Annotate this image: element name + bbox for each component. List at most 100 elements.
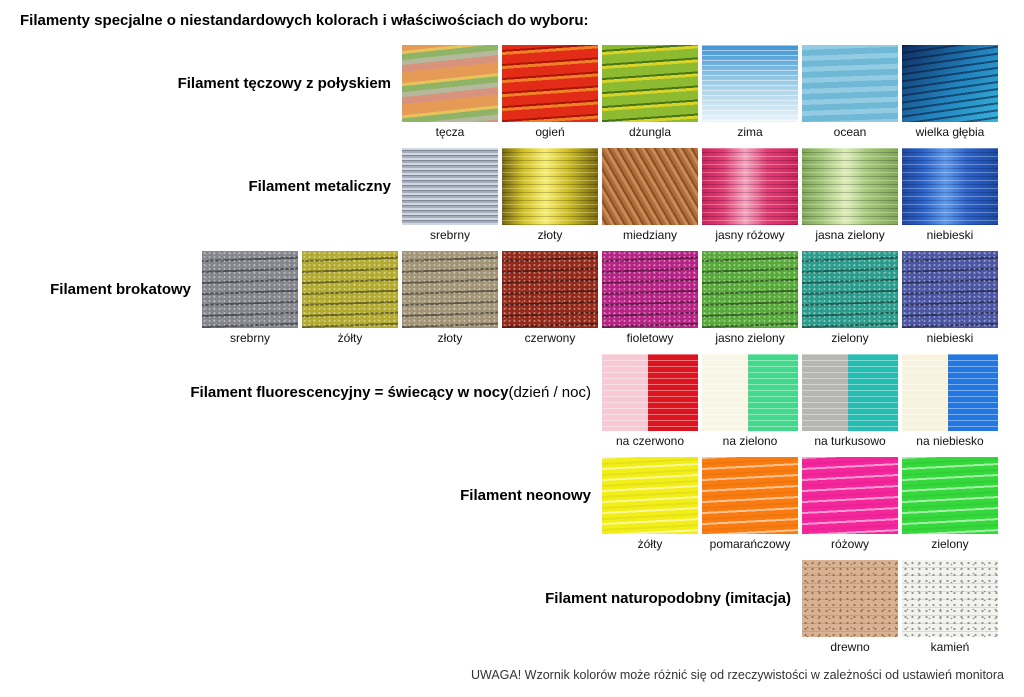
swatch-strip: tęcza ogień dżungla zima ocean wielka gł… [398, 45, 998, 139]
swatch-cell: ocean [802, 45, 898, 139]
filament-category-label: Filament neonowy [460, 457, 591, 534]
swatch-image [902, 148, 998, 225]
filament-category-label: Filament naturopodobny (imitacja) [545, 560, 791, 637]
swatch-label: czerwony [524, 331, 576, 345]
filament-category-label: Filament tęczowy z połyskiem [178, 45, 391, 122]
filament-row: Filament metaliczny srebrny złoty miedzi… [0, 148, 998, 242]
swatch-image [802, 560, 898, 637]
swatch-cell: na niebiesko [902, 354, 998, 448]
swatch-label: tęcza [435, 125, 465, 139]
swatch-cell: wielka głębia [902, 45, 998, 139]
swatch-image [902, 560, 998, 637]
swatch-image [802, 354, 898, 431]
swatch-image [202, 251, 298, 328]
swatch-label: miedziany [622, 228, 678, 242]
swatch-cell: czerwony [502, 251, 598, 345]
filament-rows: Filament tęczowy z połyskiem tęcza ogień… [0, 45, 998, 663]
filament-category-name: Filament neonowy [460, 487, 591, 504]
swatch-label: zielony [931, 537, 969, 551]
swatch-label: różowy [830, 537, 869, 551]
swatch-cell: niebieski [902, 148, 998, 242]
page-title: Filamenty specjalne o niestandardowych k… [20, 12, 589, 29]
swatch-image [502, 251, 598, 328]
swatch-cell: na zielono [702, 354, 798, 448]
swatch-label: na turkusowo [814, 434, 886, 448]
swatch-cell: żółty [302, 251, 398, 345]
filament-category-note: (dzień / noc) [508, 384, 591, 401]
swatch-image [502, 148, 598, 225]
swatch-cell: zielony [802, 251, 898, 345]
swatch-label: fioletowy [626, 331, 674, 345]
swatch-label: dżungla [628, 125, 672, 139]
swatch-label: kamień [930, 640, 970, 654]
swatch-image [702, 148, 798, 225]
swatch-cell: miedziany [602, 148, 698, 242]
swatch-strip: srebrny złoty miedziany jasny różowy jas… [398, 148, 998, 242]
swatch-image [402, 148, 498, 225]
swatch-cell: kamień [902, 560, 998, 654]
filament-row: Filament brokatowy srebrny żółty złoty c… [0, 251, 998, 345]
swatch-image [502, 45, 598, 122]
swatch-cell: jasno zielony [702, 251, 798, 345]
swatch-strip: żółty pomarańczowy różowy zielony [598, 457, 998, 551]
swatch-cell: ogień [502, 45, 598, 139]
swatch-cell: zielony [902, 457, 998, 551]
swatch-image [602, 457, 698, 534]
swatch-image [902, 251, 998, 328]
swatch-label: na zielono [722, 434, 778, 448]
swatch-image [702, 251, 798, 328]
swatch-cell: srebrny [202, 251, 298, 345]
swatch-label: złoty [537, 228, 563, 242]
swatch-cell: drewno [802, 560, 898, 654]
swatch-image [602, 354, 698, 431]
swatch-cell: tęcza [402, 45, 498, 139]
swatch-label: srebrny [429, 228, 470, 242]
swatch-strip: srebrny żółty złoty czerwony fioletowy j… [198, 251, 998, 345]
swatch-label: zielony [831, 331, 869, 345]
filament-category-label: Filament metaliczny [248, 148, 391, 225]
swatch-cell: złoty [502, 148, 598, 242]
swatch-cell: na turkusowo [802, 354, 898, 448]
filament-row: Filament fluorescencyjny = świecący w no… [0, 354, 998, 448]
swatch-label: ogień [535, 125, 565, 139]
swatch-cell: zima [702, 45, 798, 139]
swatch-image [902, 45, 998, 122]
filament-row: Filament neonowy żółty pomarańczowy różo… [0, 457, 998, 551]
swatch-cell: pomarańczowy [702, 457, 798, 551]
swatch-image [802, 148, 898, 225]
filament-category-name: Filament fluorescencyjny = świecący w no… [190, 384, 509, 401]
filament-category-label: Filament fluorescencyjny = świecący w no… [190, 354, 591, 431]
swatch-cell: jasny różowy [702, 148, 798, 242]
swatch-image [802, 457, 898, 534]
swatch-strip: drewno kamień [798, 560, 998, 654]
swatch-image [702, 45, 798, 122]
swatch-label: niebieski [926, 331, 974, 345]
filament-category-label: Filament brokatowy [50, 251, 191, 328]
swatch-label: zima [737, 125, 763, 139]
swatch-label: na czerwono [615, 434, 685, 448]
swatch-label: jasna zielony [815, 228, 885, 242]
footer-note: UWAGA! Wzornik kolorów może różnić się o… [470, 668, 1004, 682]
filament-category-name: Filament tęczowy z połyskiem [177, 75, 391, 92]
swatch-label: złoty [437, 331, 463, 345]
swatch-image [602, 45, 698, 122]
swatch-label: ocean [833, 125, 867, 139]
swatch-label: na niebiesko [916, 434, 984, 448]
swatch-image [902, 457, 998, 534]
filament-category-name: Filament metaliczny [248, 178, 391, 195]
swatch-cell: fioletowy [602, 251, 698, 345]
swatch-cell: złoty [402, 251, 498, 345]
swatch-image [802, 251, 898, 328]
swatch-strip: na czerwono na zielono na turkusowo na n… [598, 354, 998, 448]
swatch-cell: różowy [802, 457, 898, 551]
swatch-label: wielka głębia [915, 125, 985, 139]
swatch-label: drewno [830, 640, 870, 654]
filament-category-name: Filament naturopodobny (imitacja) [545, 590, 791, 607]
filament-category-name: Filament brokatowy [50, 281, 191, 298]
swatch-label: niebieski [926, 228, 974, 242]
swatch-label: jasny różowy [715, 228, 785, 242]
swatch-label: żółty [637, 537, 663, 551]
swatch-image [802, 45, 898, 122]
swatch-label: srebrny [229, 331, 270, 345]
